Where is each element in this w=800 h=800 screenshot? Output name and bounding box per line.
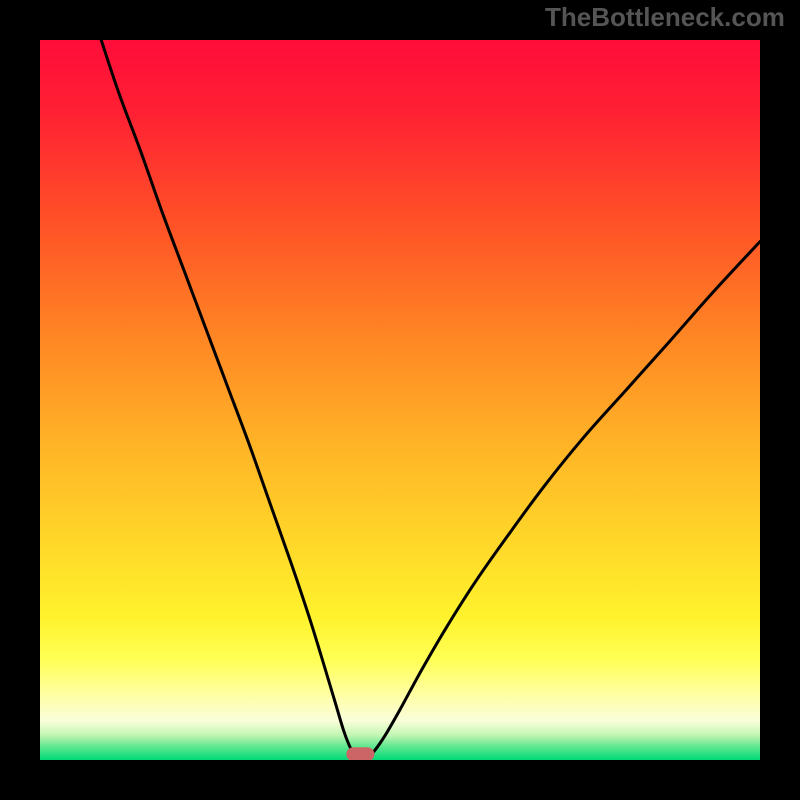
plot-area [40, 40, 760, 760]
plot-svg [40, 40, 760, 760]
chart-stage: TheBottleneck.com [0, 0, 800, 800]
gradient-background [40, 40, 760, 760]
watermark-text: TheBottleneck.com [545, 2, 785, 33]
optimum-marker [346, 747, 374, 760]
